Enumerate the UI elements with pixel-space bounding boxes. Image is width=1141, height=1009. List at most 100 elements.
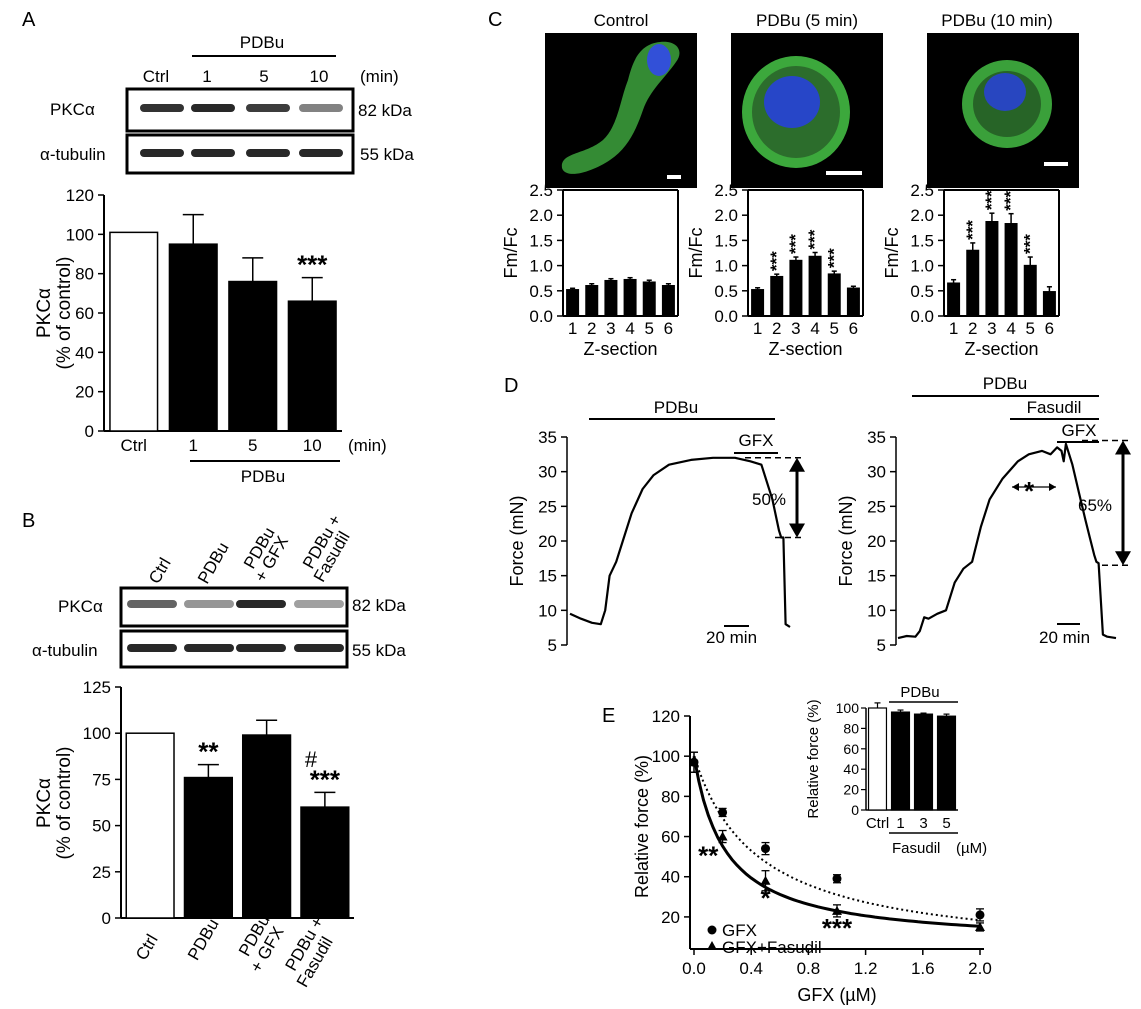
chart-D1: 5 10 15 20 25 30 35 Force (mN) — [507, 428, 805, 655]
bar — [751, 289, 765, 317]
bar — [228, 280, 278, 432]
bar — [300, 806, 350, 919]
panelB-blot: Ctrl PDBu PDBu+ GFX PDBu +Fasudil PKCα α… — [32, 511, 406, 669]
arrow-head-up — [789, 457, 805, 472]
panelD-left-percent: 50% — [752, 490, 786, 509]
bar — [125, 732, 175, 919]
inset-y-tick-label: 60 — [843, 741, 859, 757]
inset-category-label: 3 — [919, 815, 927, 832]
panel-letter-d: D — [504, 375, 518, 397]
y-axis-label: Force (mN) — [507, 496, 527, 587]
blot-band — [184, 644, 234, 652]
bar — [846, 287, 860, 317]
y-tick-label: 2.5 — [714, 181, 738, 200]
time-arrow-left — [1012, 483, 1019, 491]
panel-letter-b: B — [22, 510, 35, 532]
category-label: 4 — [1006, 319, 1015, 338]
data-point-gfx — [761, 844, 770, 854]
panelB-blot-label-0: PKCα — [58, 597, 103, 616]
blot-band — [246, 149, 290, 157]
y-tick-label: 0 — [102, 909, 111, 928]
significance-label: *** — [805, 229, 824, 249]
y-axis-label: Relative force (%) — [632, 755, 652, 898]
inset-bar — [913, 713, 934, 811]
panelB-kda-0: 82 kDa — [352, 596, 406, 615]
panelD-right-treatment: PDBu — [983, 374, 1027, 393]
data-point-gfx-fasudil — [760, 875, 771, 885]
y-axis-label-line: PKCα — [34, 288, 55, 338]
chart-D2: 5 10 15 20 25 30 35 Force (mN) — [836, 428, 1131, 655]
panelA-lane-0: Ctrl — [143, 67, 169, 86]
panelA-lane-1: 1 — [202, 67, 211, 86]
panelB-kda-1: 55 kDa — [352, 641, 406, 660]
y-tick-label: 60 — [661, 828, 680, 847]
y-axis-label: PKCα (% of control) — [34, 747, 75, 860]
panelD-left-treatment: PDBu — [654, 398, 698, 417]
panelA-blot-label-1: α-tubulin — [40, 145, 106, 164]
y-tick-label: 2.0 — [910, 206, 934, 225]
y-tick-label: 80 — [661, 787, 680, 806]
x-tick-label: 0.8 — [797, 959, 821, 978]
significance-label: *** — [310, 764, 341, 794]
legend-marker-triangle — [707, 941, 717, 950]
bar — [1023, 264, 1037, 317]
inset-bar — [936, 715, 957, 811]
category-label: 6 — [1045, 319, 1054, 338]
category-label: Ctrl — [132, 931, 162, 963]
category-label: PDBu +Fasudil — [282, 913, 337, 990]
y-tick-label: 1.0 — [910, 257, 934, 276]
y-tick-label: 2.0 — [529, 206, 553, 225]
panelD-right-percent: 65% — [1078, 496, 1112, 515]
significance-label: *** — [982, 190, 1001, 210]
category-label: 1 — [753, 319, 762, 338]
significance-label: *** — [297, 250, 328, 280]
blot-band — [127, 644, 177, 652]
inset-y-tick-label: 100 — [836, 700, 860, 716]
y-tick-label: 75 — [92, 770, 111, 789]
inset-bottom-label: Fasudil — [892, 840, 940, 857]
data-point-gfx-fasudil — [717, 831, 728, 841]
y-tick-label: 120 — [652, 707, 680, 726]
legend-marker-circle — [707, 925, 717, 935]
force-trace — [569, 456, 791, 628]
y-tick-label: 0.0 — [529, 307, 553, 326]
category-label: 1 — [949, 319, 958, 338]
category-label: 10 — [303, 436, 322, 455]
inset-unit-label: (µM) — [956, 840, 987, 857]
time-arrow-right — [1049, 483, 1056, 491]
y-tick-label: 20 — [661, 908, 680, 927]
y-tick-label: 35 — [538, 428, 557, 447]
y-tick-label: 1.5 — [910, 231, 934, 250]
y-tick-label: 1.0 — [714, 257, 738, 276]
panelA-lane-2: 5 — [259, 67, 268, 86]
y-tick-label: 0.0 — [714, 307, 738, 326]
y-tick-label: 10 — [538, 601, 557, 620]
blot-band — [294, 644, 344, 652]
bar — [985, 221, 999, 317]
y-tick-label: 40 — [75, 343, 94, 362]
panel-letter-a: A — [22, 9, 36, 31]
category-label: 3 — [987, 319, 996, 338]
panelD-right-star: * — [1024, 476, 1035, 506]
inset-bar — [890, 711, 911, 811]
x-tick-label: 0.4 — [739, 959, 763, 978]
inset-category-label: 5 — [942, 815, 950, 832]
data-point-gfx-fasudil — [832, 905, 842, 915]
panelC-images: Control PDBu (5 min) PDBu (10 min) — [545, 11, 1079, 188]
category-label-line: PDBu — [184, 915, 223, 963]
legend-label: GFX — [722, 921, 757, 940]
category-label-line: Ctrl — [132, 931, 162, 963]
panelB-blot-label-1: α-tubulin — [32, 641, 98, 660]
blot-band — [299, 149, 343, 157]
blot-band — [127, 600, 177, 608]
y-axis-label: PKCα (% of control) — [34, 257, 75, 370]
category-label: PDBu — [184, 915, 223, 963]
bar — [604, 279, 618, 317]
category-label: 5 — [248, 436, 257, 455]
x-axis-label: GFX (µM) — [797, 985, 876, 1005]
panelB-lane-1: PDBu — [194, 539, 233, 587]
panelD-right-annot: PDBu Fasudil GFX 65% * 20 min — [912, 374, 1112, 647]
category-label: 6 — [664, 319, 673, 338]
y-tick-label: 20 — [75, 383, 94, 402]
